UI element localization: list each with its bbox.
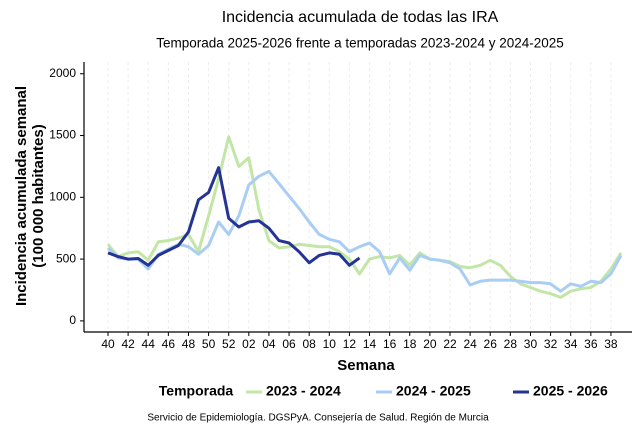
- x-tick-label: 34: [564, 337, 578, 351]
- legend-label: 2025 - 2026: [533, 383, 608, 399]
- y-axis-label: Incidencia acumulada semanal (100 000 ha…: [13, 86, 47, 306]
- x-tick-label: 22: [443, 337, 457, 351]
- x-tick-label: 44: [142, 337, 156, 351]
- series-line: [106, 169, 623, 293]
- x-tick-label: 16: [383, 337, 397, 351]
- x-tick-label: 12: [343, 337, 357, 351]
- x-tick-label: 02: [242, 337, 256, 351]
- y-tick-label: 1000: [49, 189, 76, 203]
- x-tick-label: 26: [484, 337, 498, 351]
- x-tick-label: 04: [262, 337, 276, 351]
- x-tick-label: 48: [182, 337, 196, 351]
- series-line: [107, 166, 361, 267]
- legend-label: 2023 - 2024: [266, 383, 341, 399]
- x-axis-label: Semana: [337, 357, 395, 374]
- x-tick-label: 08: [302, 337, 316, 351]
- x-tick-label: 38: [604, 337, 618, 351]
- y-tick-label: 2000: [49, 66, 76, 80]
- x-tick-label: 18: [403, 337, 417, 351]
- x-tick-label: 10: [323, 337, 337, 351]
- x-tick-label: 24: [463, 337, 477, 351]
- chart-title: Incidencia acumulada de todas las IRA: [222, 9, 499, 26]
- y-axis-label-line: (100 000 habitantes): [30, 124, 47, 267]
- y-tick-label: 500: [56, 251, 76, 265]
- series-line: [106, 135, 623, 299]
- legend-title: Temporada: [159, 383, 234, 399]
- x-tick-label: 28: [504, 337, 518, 351]
- x-tick-label: 36: [584, 337, 598, 351]
- chart-subtitle: Temporada 2025-2026 frente a temporadas …: [156, 36, 564, 51]
- x-tick-label: 14: [363, 337, 377, 351]
- x-tick-label: 42: [121, 337, 135, 351]
- caption: Servicio de Epidemiología. DGSPyA. Conse…: [147, 413, 489, 424]
- x-tick-label: 30: [524, 337, 538, 351]
- x-tick-label: 52: [222, 337, 236, 351]
- x-tick-label: 20: [423, 337, 437, 351]
- x-tick-label: 46: [162, 337, 176, 351]
- y-tick-label: 0: [69, 313, 76, 327]
- x-tick-label: 32: [544, 337, 558, 351]
- y-tick-label: 1500: [49, 128, 76, 142]
- x-tick-label: 06: [282, 337, 296, 351]
- x-tick-label: 40: [101, 337, 115, 351]
- legend-label: 2024 - 2025: [396, 383, 471, 399]
- x-tick-label: 50: [202, 337, 216, 351]
- y-axis-label-line: Incidencia acumulada semanal: [13, 86, 30, 306]
